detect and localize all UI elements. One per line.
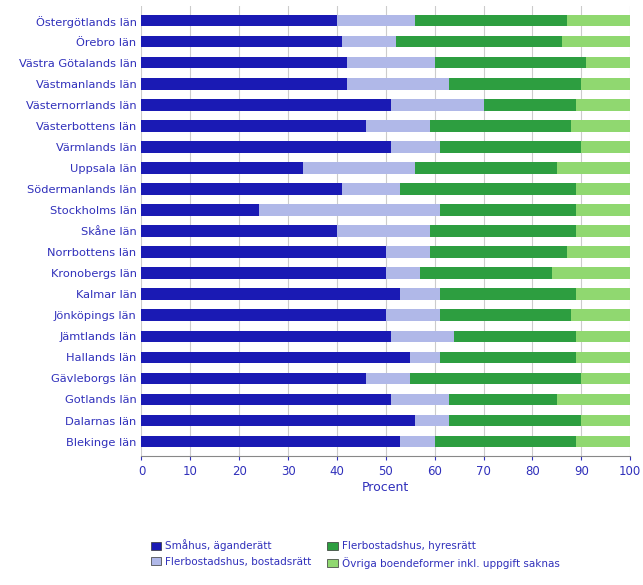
- Bar: [141, 183, 342, 195]
- Bar: [337, 15, 415, 26]
- Bar: [576, 225, 630, 237]
- Bar: [337, 225, 430, 237]
- Bar: [576, 436, 630, 448]
- Bar: [141, 141, 391, 153]
- Bar: [557, 162, 630, 174]
- Bar: [440, 141, 581, 153]
- Bar: [415, 162, 557, 174]
- Bar: [141, 57, 347, 68]
- Bar: [449, 415, 581, 426]
- Bar: [410, 373, 581, 384]
- Bar: [562, 36, 630, 47]
- Bar: [391, 394, 449, 405]
- Bar: [420, 267, 552, 279]
- Bar: [440, 288, 576, 300]
- Bar: [141, 373, 367, 384]
- Bar: [347, 78, 449, 90]
- Bar: [386, 309, 440, 321]
- Bar: [581, 373, 630, 384]
- Bar: [141, 331, 391, 342]
- Bar: [401, 288, 440, 300]
- Bar: [141, 415, 415, 426]
- Bar: [141, 120, 367, 132]
- Bar: [454, 331, 576, 342]
- X-axis label: Procent: Procent: [362, 481, 410, 494]
- Bar: [440, 352, 576, 363]
- Bar: [391, 99, 484, 111]
- Bar: [342, 183, 401, 195]
- Bar: [566, 15, 630, 26]
- Bar: [141, 162, 303, 174]
- Bar: [258, 204, 440, 216]
- Bar: [581, 415, 630, 426]
- Bar: [141, 394, 391, 405]
- Bar: [440, 204, 576, 216]
- Bar: [395, 36, 562, 47]
- Bar: [141, 436, 401, 448]
- Bar: [449, 78, 581, 90]
- Bar: [449, 394, 557, 405]
- Bar: [576, 183, 630, 195]
- Bar: [391, 141, 440, 153]
- Bar: [430, 225, 576, 237]
- Bar: [484, 99, 576, 111]
- Bar: [552, 267, 630, 279]
- Bar: [141, 246, 386, 258]
- Bar: [440, 309, 572, 321]
- Bar: [367, 120, 430, 132]
- Bar: [391, 331, 454, 342]
- Bar: [141, 225, 337, 237]
- Bar: [342, 36, 395, 47]
- Bar: [576, 352, 630, 363]
- Bar: [141, 204, 258, 216]
- Bar: [576, 288, 630, 300]
- Bar: [430, 120, 572, 132]
- Bar: [576, 204, 630, 216]
- Bar: [367, 373, 410, 384]
- Bar: [581, 78, 630, 90]
- Bar: [141, 78, 347, 90]
- Bar: [586, 57, 630, 68]
- Legend: Småhus, äganderätt, Flerbostadshus, bostadsrätt, Flerbostadshus, hyresrätt, Övri: Småhus, äganderätt, Flerbostadshus, bost…: [147, 535, 564, 573]
- Bar: [386, 267, 420, 279]
- Bar: [141, 309, 386, 321]
- Bar: [430, 246, 566, 258]
- Bar: [386, 246, 430, 258]
- Bar: [557, 394, 630, 405]
- Bar: [141, 15, 337, 26]
- Bar: [401, 183, 576, 195]
- Bar: [581, 141, 630, 153]
- Bar: [576, 331, 630, 342]
- Bar: [566, 246, 630, 258]
- Bar: [141, 288, 401, 300]
- Bar: [141, 99, 391, 111]
- Bar: [576, 99, 630, 111]
- Bar: [415, 15, 566, 26]
- Bar: [303, 162, 415, 174]
- Bar: [572, 120, 630, 132]
- Bar: [415, 415, 449, 426]
- Bar: [141, 352, 410, 363]
- Bar: [141, 36, 342, 47]
- Bar: [435, 57, 586, 68]
- Bar: [401, 436, 435, 448]
- Bar: [141, 267, 386, 279]
- Bar: [572, 309, 630, 321]
- Bar: [435, 436, 576, 448]
- Bar: [347, 57, 435, 68]
- Bar: [410, 352, 440, 363]
